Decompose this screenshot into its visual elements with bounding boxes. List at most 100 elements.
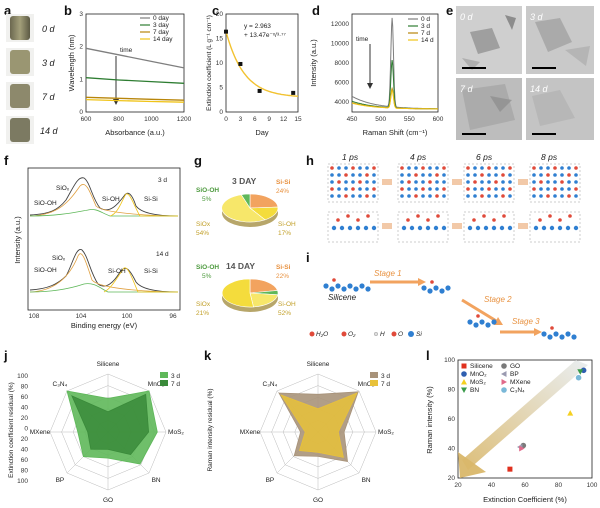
h-top-atom [546, 180, 550, 184]
chart-d-xtick: 550 [404, 116, 415, 123]
chart-j-rtick: 60 [21, 457, 29, 464]
pie2-slice-3 [221, 278, 254, 308]
chart-k-ylabel: Raman intensity residual (%) [207, 388, 214, 471]
h-top-atom [428, 194, 432, 198]
chart-c-xtick: 15 [294, 116, 302, 123]
chart-l-legend-label-5: BP [510, 371, 519, 378]
panel-letter-l: l [426, 348, 430, 363]
h-top-atom [553, 166, 557, 170]
i-silicene-label: Silicene [328, 293, 357, 302]
panel-letter-b: b [64, 3, 72, 18]
chart-j-ylabel: Extinction coefficient residual (%) [8, 382, 15, 478]
i-chain1-si-atom [445, 285, 451, 291]
panel-letter-e: e [446, 3, 453, 18]
h-bottom-atom [557, 225, 563, 231]
chart-b-xtick: 800 [113, 116, 124, 123]
chart-l-xtick: 100 [587, 482, 598, 489]
chart-b-line-2 [85, 96, 185, 101]
h-top-atom [344, 173, 348, 177]
i-chain2-si-atom [479, 319, 485, 325]
h-top-atom [553, 180, 557, 184]
h-top-atom [330, 194, 334, 198]
vial-label-14d: 14 d [40, 126, 59, 136]
h-top-atom [574, 173, 578, 177]
chart-c-extinction: Day Extinction coefficient (L g⁻¹ cm⁻¹) … [206, 11, 302, 137]
h-top-box-0 [327, 163, 379, 203]
h-bottom-atom [347, 225, 353, 231]
h-bottom-atom [409, 225, 415, 231]
h-top-atom [574, 180, 578, 184]
chart-d-time-arrowhead [367, 83, 373, 89]
h-bottom-oxygen [356, 218, 360, 222]
panel-letter-g: g [194, 153, 202, 168]
h-top-atom [435, 187, 439, 191]
h-top-atom [414, 166, 418, 170]
h-bottom-atom [371, 225, 377, 231]
pie1-label-si-si-name: Si-Si [276, 179, 291, 186]
h-bottom-oxygen [538, 218, 542, 222]
chart-j-axis-label-4: GO [103, 497, 113, 504]
h-top-atom [400, 194, 404, 198]
h-top-atom [421, 194, 425, 198]
h-top-atom [358, 180, 362, 184]
h-top-atom [487, 166, 491, 170]
chart-j-rtick: 0 [24, 426, 28, 433]
chart-l-scatter: Extinction Coefficient (%) Raman intensi… [425, 357, 598, 504]
chart-k-legend-label-0: 3 d [381, 373, 390, 380]
h-top-atom [358, 187, 362, 191]
h-top-atom [494, 166, 498, 170]
chart-b-ylabel: Wavelength (nm) [67, 34, 76, 91]
chart-f-top-label: 3 d [158, 177, 167, 184]
i-legend-si: Si [416, 331, 422, 338]
i-legend-o2: O₂ [348, 331, 356, 338]
h-top-atom [574, 194, 578, 198]
h-top-atom [330, 173, 334, 177]
h-top-atom [487, 173, 491, 177]
h-top-atom [330, 187, 334, 191]
pie1-slice-0 [249, 193, 279, 209]
chart-f-xtick-2: 100 [122, 313, 133, 320]
chart-f-xtick-0: 108 [29, 313, 40, 320]
h-top-atom [421, 166, 425, 170]
h-bottom-atom [363, 225, 369, 231]
chart-l-ytick: 40 [448, 446, 456, 453]
h-top-atom [539, 180, 543, 184]
h-top-atom [487, 180, 491, 184]
chart-l-point-6 [519, 445, 525, 452]
h-bottom-oxygen [366, 214, 370, 218]
chart-k-axis-label-4: GO [313, 497, 323, 504]
i-chain0-si-atom [335, 283, 341, 289]
h-top-atom [435, 180, 439, 184]
h-bottom-atom [467, 225, 473, 231]
chart-j-legend-swatch-0 [160, 372, 168, 378]
panel-a-vials: 0 d 3 d 7 d 14 d [6, 14, 59, 144]
chart-j-axis-label-2: MoS₂ [168, 429, 184, 436]
h-top-atom [442, 166, 446, 170]
i-chain3-si-atom [547, 334, 553, 340]
chart-k-axis-label-7: C₃N₄ [263, 381, 278, 388]
chart-b-line-3 [85, 98, 185, 103]
h-bottom-atom [549, 225, 555, 231]
pie2-title: 14 DAY [226, 261, 255, 271]
h-top-atom [407, 166, 411, 170]
h-top-atom [365, 180, 369, 184]
h-top-atom [574, 187, 578, 191]
chart-d-line-3 [351, 88, 438, 110]
chart-f-bottom-label: 14 d [156, 251, 169, 258]
h-top-atom [508, 166, 512, 170]
h-time-2: 4 ps [410, 152, 427, 162]
chart-c-xlabel: Day [255, 128, 269, 137]
chart-b-ytick: 0 [79, 109, 83, 116]
chart-d-ytick: 8000 [335, 60, 350, 67]
h-bottom-box-0 [327, 211, 379, 243]
chart-c-ytick: 20 [216, 11, 224, 18]
chart-b-legend-label-3: 14 day [153, 36, 173, 43]
chart-b-absorbance: Absorbance (a.u.) Wavelength (nm) time 6… [67, 11, 192, 137]
vial-label-3d: 3 d [42, 58, 56, 68]
i-legend-h: H [380, 331, 385, 338]
h-top-atom [400, 180, 404, 184]
chart-c-xtick: 6 [253, 116, 257, 123]
h-top-atom [351, 187, 355, 191]
chart-j-axis-label-3: BN [152, 477, 161, 484]
chart-j-rtick: 60 [21, 394, 29, 401]
